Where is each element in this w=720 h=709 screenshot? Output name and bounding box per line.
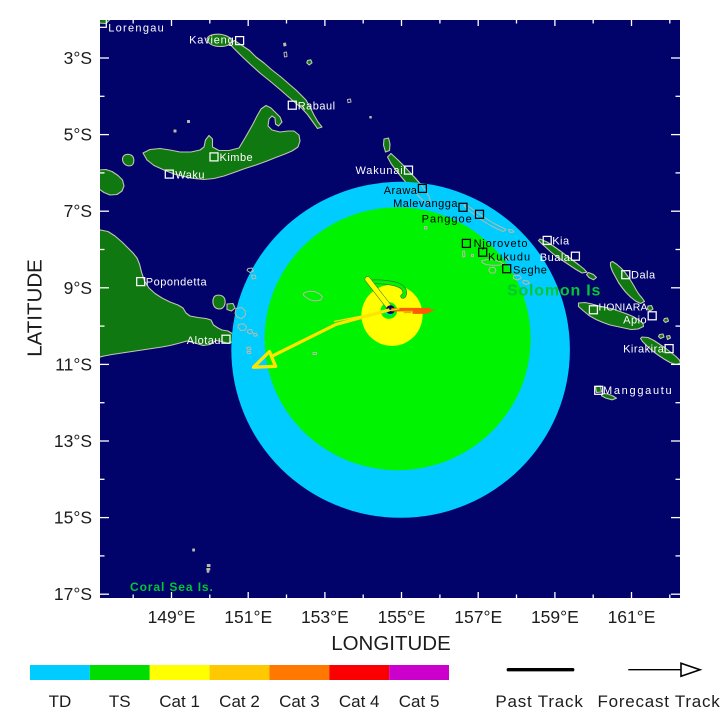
- svg-text:Solomon Is: Solomon Is: [507, 283, 601, 300]
- svg-text:Waku: Waku: [175, 169, 205, 181]
- svg-text:Cat 3: Cat 3: [279, 692, 320, 709]
- svg-text:159°E: 159°E: [531, 607, 579, 627]
- svg-text:Forecast Track: Forecast Track: [598, 692, 720, 709]
- svg-text:Buala: Buala: [540, 252, 571, 264]
- svg-text:Popondetta: Popondetta: [146, 277, 208, 289]
- svg-text:LATITUDE: LATITUDE: [24, 259, 47, 357]
- svg-text:Alotau: Alotau: [187, 335, 221, 347]
- svg-text:LONGITUDE: LONGITUDE: [331, 632, 451, 655]
- svg-text:161°E: 161°E: [608, 607, 656, 627]
- svg-text:Dala: Dala: [631, 270, 656, 282]
- svg-text:Kavieng: Kavieng: [189, 35, 234, 47]
- svg-text:13°S: 13°S: [54, 431, 92, 451]
- svg-text:Kukudu: Kukudu: [488, 252, 531, 264]
- svg-text:Seghe: Seghe: [513, 265, 547, 277]
- svg-text:3°S: 3°S: [64, 48, 92, 68]
- svg-text:Apio: Apio: [623, 315, 647, 327]
- svg-text:Wakunai: Wakunai: [356, 165, 404, 177]
- svg-text:9°S: 9°S: [64, 278, 92, 298]
- svg-text:11°S: 11°S: [55, 354, 92, 374]
- svg-text:Rabaul: Rabaul: [298, 101, 336, 113]
- svg-text:Cat 4: Cat 4: [339, 692, 380, 709]
- svg-text:Njoroveto: Njoroveto: [474, 238, 529, 250]
- svg-text:151°E: 151°E: [224, 607, 272, 627]
- svg-text:Kia: Kia: [552, 235, 570, 247]
- svg-text:17°S: 17°S: [54, 584, 92, 604]
- svg-text:Cat 1: Cat 1: [159, 692, 200, 709]
- svg-text:Kirakira: Kirakira: [623, 344, 665, 356]
- svg-text:TS: TS: [109, 692, 131, 709]
- svg-text:153°E: 153°E: [301, 607, 349, 627]
- svg-text:Panggoe: Panggoe: [422, 213, 473, 225]
- svg-text:TD: TD: [49, 692, 72, 709]
- svg-text:Kimbe: Kimbe: [220, 152, 254, 164]
- svg-text:Past Track: Past Track: [495, 692, 583, 709]
- svg-text:157°E: 157°E: [454, 607, 502, 627]
- svg-text:15°S: 15°S: [54, 508, 92, 528]
- svg-text:Cat 5: Cat 5: [399, 692, 440, 709]
- svg-text:Arawa: Arawa: [384, 185, 418, 197]
- svg-text:Coral Sea Is.: Coral Sea Is.: [130, 580, 214, 594]
- svg-text:HONIARA: HONIARA: [599, 302, 648, 314]
- svg-text:7°S: 7°S: [64, 201, 92, 221]
- svg-text:Lorengau: Lorengau: [108, 23, 165, 35]
- svg-text:Malevangga: Malevangga: [393, 198, 458, 210]
- svg-text:Manggautu: Manggautu: [603, 385, 673, 397]
- svg-text:Cat 2: Cat 2: [219, 692, 260, 709]
- svg-text:5°S: 5°S: [64, 125, 92, 145]
- svg-text:155°E: 155°E: [378, 607, 426, 627]
- svg-text:149°E: 149°E: [148, 607, 196, 627]
